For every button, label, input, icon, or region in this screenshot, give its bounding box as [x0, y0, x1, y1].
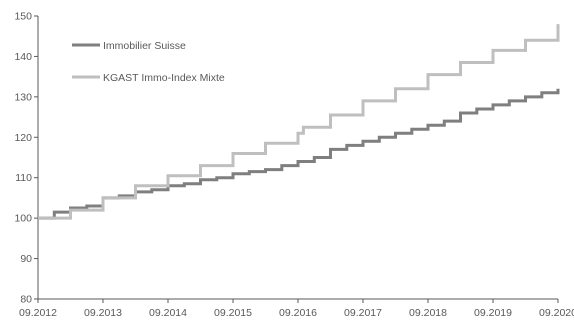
y-tick-label: 110: [15, 172, 32, 184]
x-tick-label: 09.2016: [279, 307, 317, 319]
legend-label-1: KGAST Immo-Index Mixte: [103, 72, 225, 84]
x-tick-label: 09.2019: [474, 307, 512, 319]
x-tick-label: 09.2012: [19, 307, 57, 319]
x-tick-label: 09.2014: [149, 307, 187, 319]
y-tick-label: 100: [14, 213, 32, 225]
series-line-0: [38, 88, 560, 220]
series-line-1: [38, 24, 560, 220]
x-tick-label: 09.2018: [409, 307, 447, 319]
x-tick-label: 09.2017: [344, 307, 382, 319]
y-tick-label: 80: [20, 294, 32, 306]
x-tick-label: 09.2020: [539, 307, 574, 319]
x-tick-label: 09.2015: [214, 307, 252, 319]
y-tick-label: 90: [20, 253, 32, 265]
y-tick-label: 130: [14, 91, 32, 103]
x-tick-label: 09.2013: [84, 307, 122, 319]
y-tick-label: 150: [14, 11, 32, 23]
legend-label-0: Immobilier Suisse: [103, 40, 186, 52]
y-tick-label: 140: [14, 51, 32, 63]
y-tick-label: 120: [14, 132, 32, 144]
